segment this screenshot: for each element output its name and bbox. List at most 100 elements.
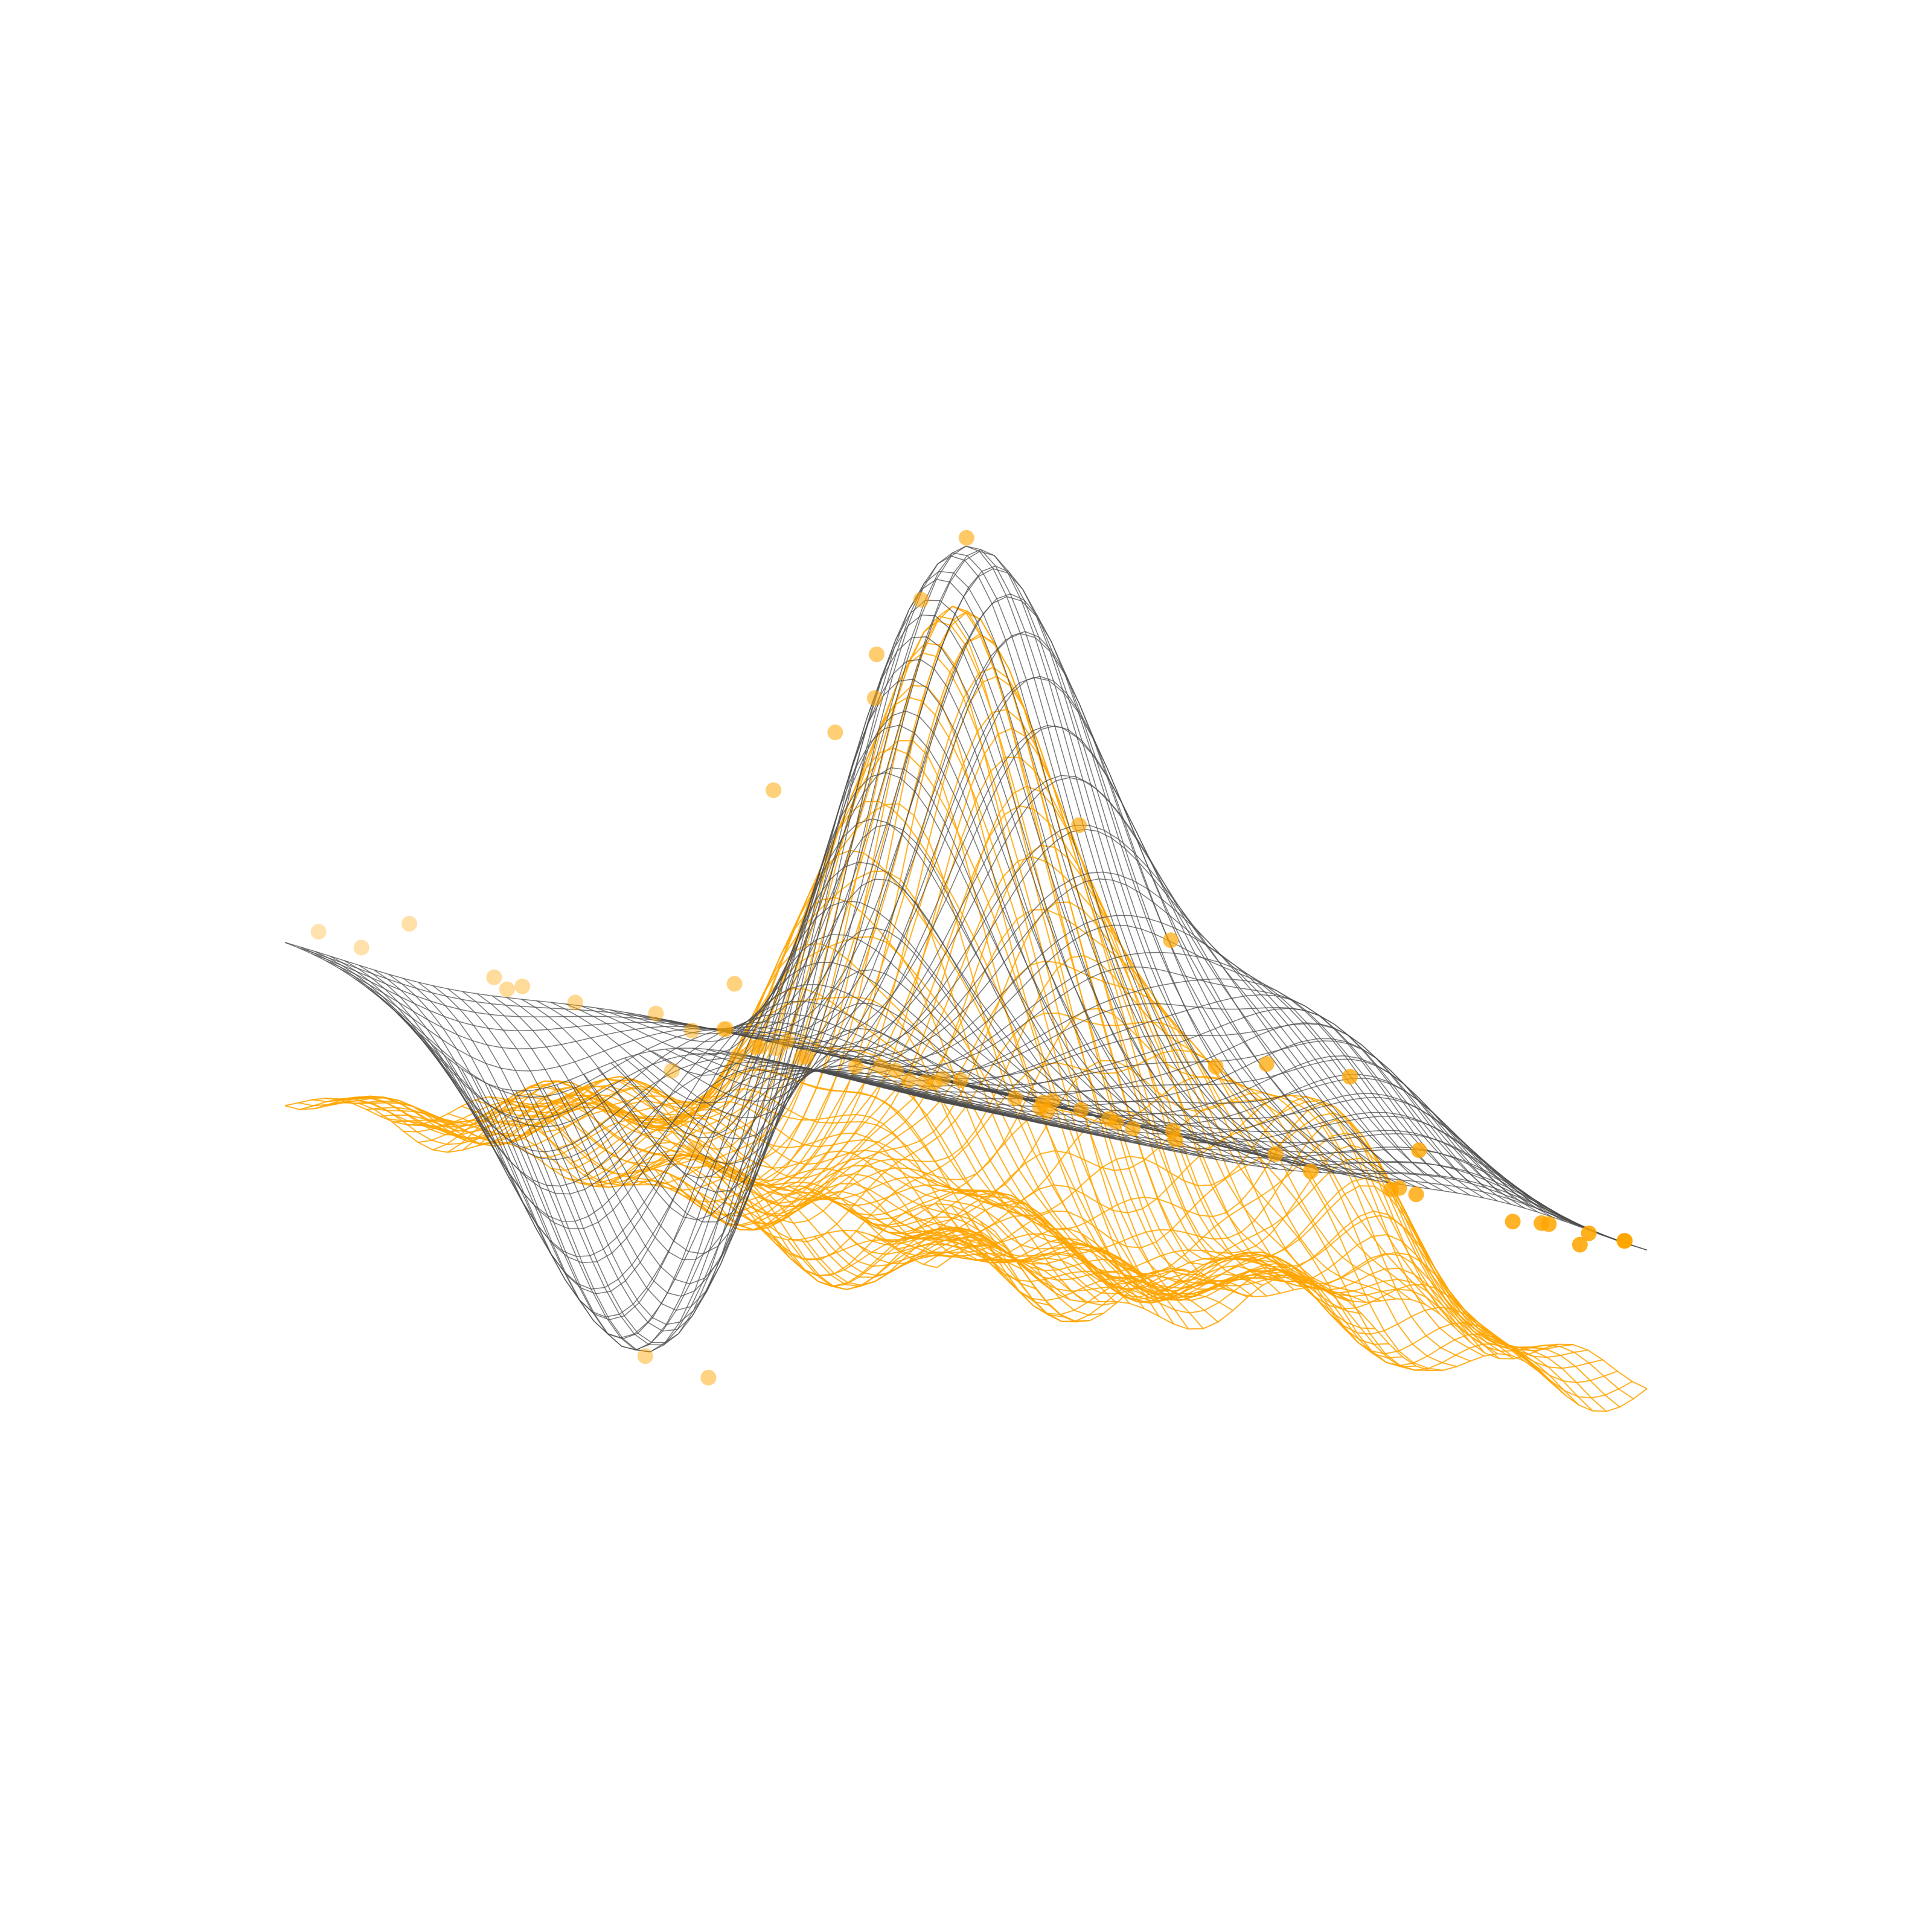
scatter-point (1007, 1090, 1023, 1107)
scatter-point (1101, 1111, 1117, 1127)
noisy-surface-column-line (434, 1101, 1145, 1285)
noisy-surface-column-line (692, 856, 1403, 1359)
fitted-surface-row-line (536, 824, 1189, 1155)
scatter-point (1071, 817, 1087, 833)
scatter-point (1302, 1163, 1319, 1180)
noisy-surface-column-line (284, 1102, 996, 1232)
scatter-point (718, 1021, 734, 1037)
fitted-surface-column-line (597, 552, 1308, 1193)
scatter-point (716, 1021, 732, 1037)
fitted-surface-column-line (909, 1093, 1620, 1242)
scatter-point (1163, 932, 1179, 948)
scatter-point (648, 1005, 664, 1022)
fitted-surface-column-line (855, 1073, 1566, 1223)
scatter-point (1505, 1214, 1521, 1230)
scatter-point (1572, 1236, 1588, 1253)
fitted-surface-column-line (746, 915, 1457, 1194)
scatter-point (848, 1058, 864, 1075)
noisy-surface-column-line (393, 1086, 1104, 1316)
scatter-point (767, 1040, 784, 1057)
scatter-point (827, 724, 843, 740)
fitted-surface-column-line (583, 571, 1294, 1223)
scatter-point (1165, 1122, 1181, 1139)
scatter-point (913, 592, 929, 608)
scatter-point (686, 1140, 703, 1157)
scatter-point (353, 939, 369, 956)
fitted-surface-column-line (882, 1087, 1593, 1232)
noisy-surface-column-line (325, 1095, 1036, 1290)
scatter-point (1617, 1233, 1633, 1249)
scatter-point (1073, 1102, 1089, 1118)
scatter-point (1032, 1100, 1048, 1116)
scatter-point (499, 981, 515, 997)
scatter-point (684, 1023, 700, 1038)
noisy-surface-row-line (639, 606, 1293, 1290)
noisy-surface-column-line (420, 1101, 1131, 1294)
scatter-point (310, 924, 327, 940)
scatter-point (866, 690, 883, 706)
scatter-point (901, 1072, 917, 1089)
fitted-surface-column-line (475, 900, 1186, 1340)
noisy-surface-column-line (773, 1095, 1485, 1357)
scatter-point (726, 976, 743, 992)
noisy-surface-column-line (814, 1132, 1526, 1362)
fitted-surface-column-line (842, 1055, 1552, 1218)
fitted-surface-column-line (814, 1022, 1525, 1209)
noisy-surface-column-line (556, 685, 1267, 1297)
fitted-surface-column-line (638, 568, 1349, 1176)
scatter-point (401, 916, 417, 932)
fitted-surface-column-line (610, 545, 1322, 1171)
scatter-point (766, 782, 782, 798)
scatter-point (514, 978, 531, 994)
noisy-surface-column-line (312, 1097, 1023, 1270)
noisy-surface-column-line (855, 1211, 1566, 1396)
fitted-surface-column-line (936, 1101, 1648, 1251)
sample-points (310, 529, 1633, 1386)
scatter-point (926, 1075, 942, 1091)
scatter-point (1581, 1225, 1597, 1241)
fitted-surface-column-line (624, 551, 1335, 1173)
scatter-point (793, 1049, 810, 1066)
noisy-surface-column-line (583, 615, 1294, 1291)
noisy-surface-column-line (706, 909, 1416, 1367)
scatter-point (779, 1033, 795, 1049)
scatter-point (888, 1063, 904, 1079)
scatter-point (1044, 1093, 1061, 1109)
scatter-point (486, 969, 502, 985)
fitted-surface-column-line (433, 984, 1145, 1264)
scatter-point (568, 994, 583, 1011)
scatter-point (1125, 1121, 1141, 1137)
fitted-surface-column-line (515, 772, 1226, 1346)
noisy-surface-column-line (447, 1087, 1159, 1279)
scatter-point (1258, 1056, 1275, 1072)
scatter-point (1267, 1146, 1284, 1162)
scatter-point (1208, 1058, 1224, 1075)
scatter-point (664, 1063, 680, 1079)
noisy-surface-column-line (298, 1099, 1009, 1250)
noisy-surface-column-line (529, 803, 1240, 1304)
noisy-surface-column-line (488, 996, 1199, 1290)
noisy-surface-mesh (284, 606, 1648, 1412)
noisy-surface-column-line (733, 1012, 1444, 1371)
fitted-surface-column-line (801, 1008, 1512, 1205)
fitted-surface-column-line (556, 636, 1267, 1285)
scatter-point (1383, 1182, 1399, 1198)
scatter-point (748, 1039, 764, 1055)
fitted-surface-column-line (706, 775, 1416, 1188)
scatter-point (700, 1369, 717, 1386)
fitted-surface-column-line (665, 633, 1376, 1181)
fitted-surface-column-line (828, 1038, 1539, 1213)
noisy-surface-row-line (994, 1231, 1648, 1412)
scatter-point (1342, 1069, 1358, 1085)
scatter-point (953, 1072, 969, 1088)
scatter-point (1541, 1216, 1557, 1232)
scatter-point (1408, 1186, 1424, 1203)
fitted-surface-column-line (773, 978, 1485, 1198)
scatter-point (958, 529, 974, 546)
scatter-point (1411, 1142, 1427, 1159)
scatter-point (730, 1048, 746, 1064)
scatter-point (873, 1058, 889, 1075)
noisy-surface-column-line (909, 1233, 1620, 1408)
